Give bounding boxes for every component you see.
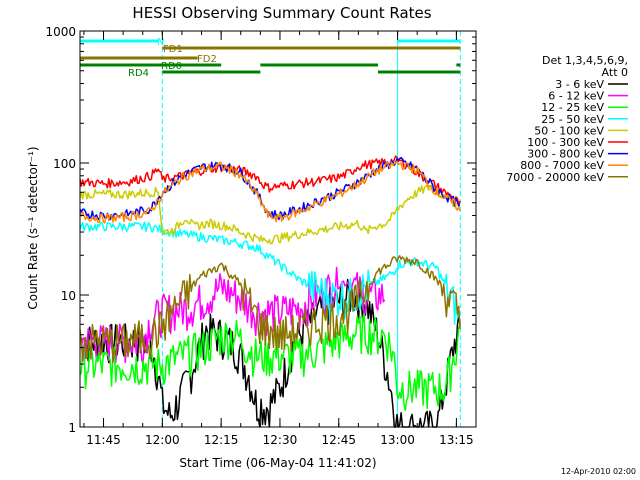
x-tick-label: 11:45 — [86, 433, 121, 447]
state-bar-label: N — [157, 37, 164, 48]
x-tick-label: 12:00 — [145, 433, 180, 447]
legend-title-line: Att 0 — [602, 66, 628, 79]
x-tick-label: 12:15 — [204, 433, 239, 447]
series-line-9 — [79, 255, 461, 364]
legend-label: 3 - 6 keV — [555, 78, 604, 91]
legend-title-line: Det 1,3,4,5,6,9, — [542, 54, 628, 67]
legend-label: 7000 - 20000 keV — [506, 171, 604, 184]
y-axis-label: Count Rate (s⁻¹ detector⁻¹) — [26, 146, 40, 309]
legend-label: 300 - 800 keV — [527, 148, 604, 161]
legend-label: 12 - 25 keV — [541, 101, 604, 114]
x-tick-label: 13:15 — [439, 433, 474, 447]
series-line-5 — [79, 184, 461, 245]
x-axis-label: Start Time (06-May-04 11:41:02) — [179, 456, 376, 470]
legend-label: 6 - 12 keV — [548, 90, 604, 103]
legend-label: 100 - 300 keV — [527, 136, 604, 149]
y-tick-label: 10 — [61, 289, 76, 303]
x-tick-label: 13:00 — [380, 433, 415, 447]
legend-label: 50 - 100 keV — [534, 124, 604, 137]
state-bar-label: FD1 — [163, 44, 183, 55]
y-tick-label: 100 — [53, 157, 76, 171]
y-tick-label: 1000 — [45, 25, 76, 39]
legend-label: 25 - 50 keV — [541, 113, 604, 126]
series-line-7 — [79, 156, 461, 221]
y-tick-label: 1 — [68, 421, 76, 435]
series-line-3 — [79, 312, 461, 412]
state-bar-label: RD0 — [161, 61, 182, 72]
series-line-4 — [79, 221, 461, 325]
series-line-6 — [79, 155, 461, 206]
plot-frame — [79, 30, 477, 428]
x-tick-label: 12:30 — [263, 433, 298, 447]
chart-title: HESSI Observing Summary Count Rates — [132, 4, 431, 22]
state-bar-label: RD4 — [128, 68, 149, 79]
state-bar-label: FD2 — [197, 54, 217, 65]
series-line-8 — [79, 160, 461, 224]
x-tick-label: 12:45 — [321, 433, 356, 447]
footer-date: 12-Apr-2010 02:00 — [561, 467, 636, 476]
legend-label: 800 - 7000 keV — [520, 159, 604, 172]
series-line-2 — [79, 266, 386, 366]
